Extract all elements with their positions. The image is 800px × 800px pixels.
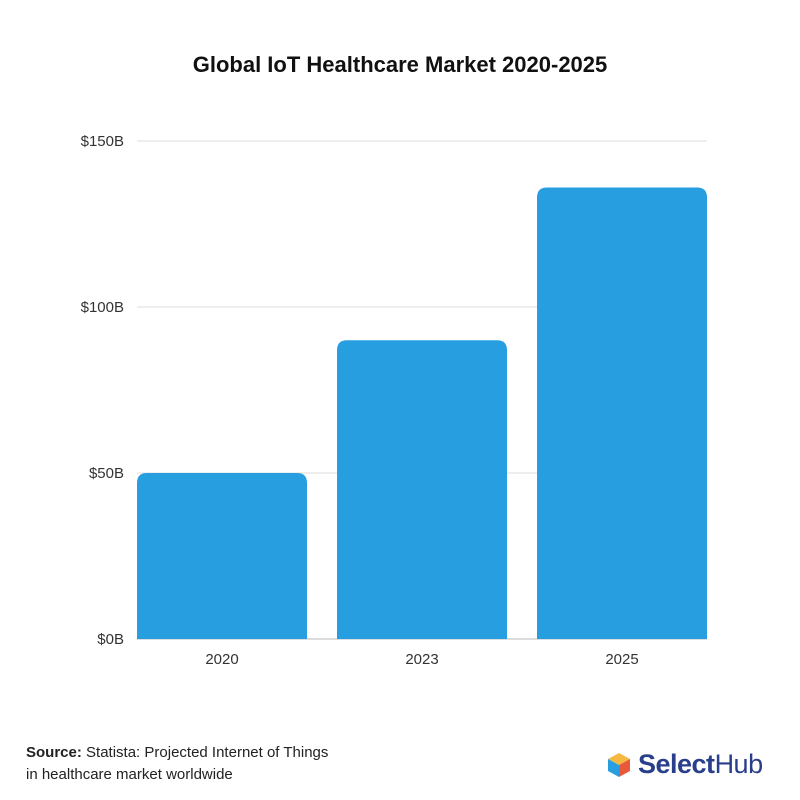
x-tick-label: 2020	[205, 651, 238, 668]
source-label: Source:	[26, 744, 82, 761]
bar-2020	[137, 473, 307, 639]
x-tick-label: 2025	[605, 651, 638, 668]
y-tick-label: $0B	[97, 631, 124, 648]
selecthub-logo: SelectHub	[606, 749, 763, 780]
bar-2023	[337, 340, 507, 639]
logo-text: SelectHub	[638, 749, 763, 779]
source-text-line1: Statista: Projected Internet of Things	[86, 744, 329, 761]
source-note: Source: Statista: Projected Internet of …	[26, 742, 328, 786]
y-tick-label: $100B	[81, 299, 124, 316]
chart-title: Global IoT Healthcare Market 2020-2025	[192, 52, 608, 77]
y-tick-label: $50B	[89, 465, 124, 482]
y-tick-label: $150B	[81, 133, 124, 150]
x-tick-label: 2023	[405, 651, 438, 668]
cube-icon	[608, 752, 630, 777]
source-text-line2: in healthcare market worldwide	[26, 766, 233, 783]
bar-2025	[537, 187, 707, 640]
